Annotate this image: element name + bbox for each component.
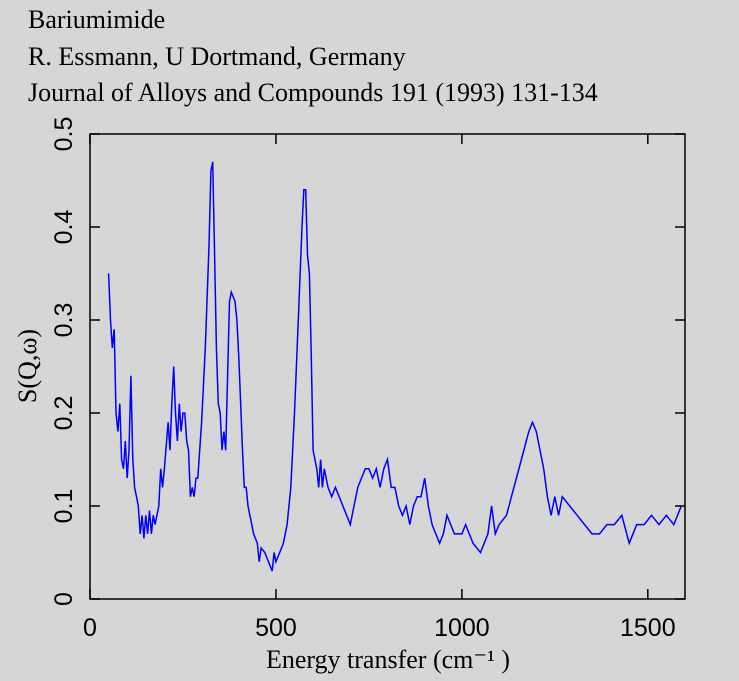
y-tick-label: 0.1 xyxy=(50,489,78,524)
data-line xyxy=(107,161,682,572)
x-tick-label: 0 xyxy=(83,614,97,642)
y-tick-label: 0.3 xyxy=(50,303,78,338)
chart-title: Bariumimide xyxy=(28,5,165,34)
subtitle: Journal of Alloys and Compounds 191 (199… xyxy=(28,78,598,107)
y-axis-label: S(Q,ω) xyxy=(13,329,42,403)
y-tick-label: 0.2 xyxy=(50,396,78,431)
x-tick-label: 500 xyxy=(255,614,297,642)
subtitle: R. Essmann, U Dortmand, Germany xyxy=(28,42,406,71)
x-axis-label: Energy transfer (cm⁻¹ ) xyxy=(266,645,510,674)
x-tick-label: 1500 xyxy=(620,614,676,642)
y-tick-label: 0.4 xyxy=(50,210,78,245)
y-tick-label: 0 xyxy=(50,592,78,606)
x-tick-label: 1000 xyxy=(434,614,490,642)
y-tick-label: 0.5 xyxy=(50,117,78,152)
plot-frame xyxy=(89,133,686,600)
